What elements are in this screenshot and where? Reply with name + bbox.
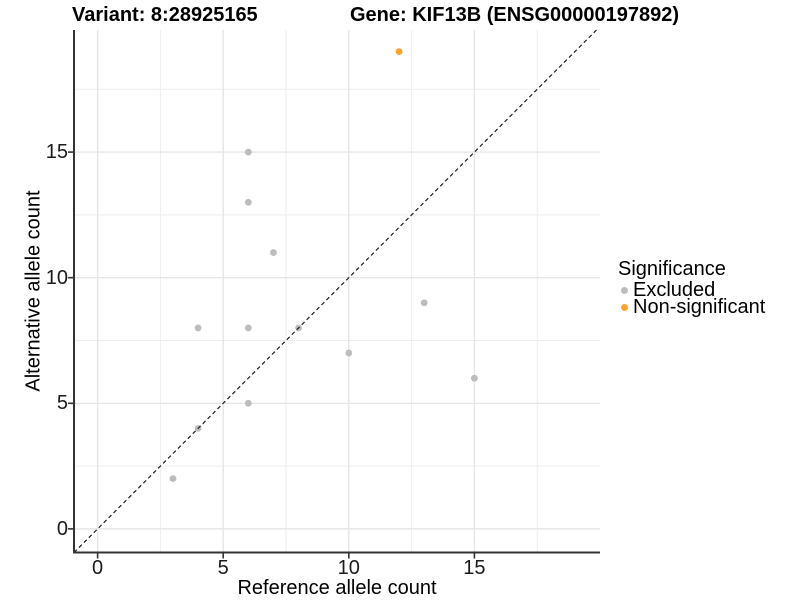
legend-entry: Excluded (618, 279, 765, 301)
plot-title-gene: Gene: KIF13B (ENSG00000197892) (350, 4, 680, 26)
data-point-excluded (169, 475, 177, 483)
data-point-excluded (420, 299, 428, 307)
y-tick-label: 15 (45, 141, 68, 164)
legend-dot-icon (621, 304, 628, 311)
y-tick-label: 0 (56, 517, 68, 540)
x-tick-label: 10 (337, 557, 360, 579)
data-point-excluded (244, 198, 252, 206)
legend: Significance Excluded Non-significant (618, 257, 766, 318)
data-point-excluded (194, 324, 202, 332)
y-axis-title: Alternative allele count (22, 190, 45, 392)
data-point-excluded (270, 249, 277, 256)
data-point-non-significant (395, 48, 403, 56)
x-axis-title: Reference allele count (237, 577, 437, 599)
data-point-excluded (471, 374, 478, 382)
legend-title: Significance (618, 258, 726, 280)
x-tick-label: 0 (92, 557, 104, 579)
data-point-excluded (244, 148, 252, 156)
x-tick-label: 5 (217, 557, 229, 579)
data-point-excluded (244, 399, 252, 407)
y-tick-label: 5 (56, 392, 68, 415)
legend-entries: Excluded Non-significant (618, 279, 766, 318)
data-point-excluded (244, 324, 252, 332)
plot-title-variant: Variant: 8:28925165 (72, 4, 258, 26)
identity-line (73, 29, 597, 553)
legend-entry: Non-significant (618, 296, 766, 318)
y-tick-label: 10 (45, 266, 68, 289)
legend-entry-label: Excluded (633, 279, 716, 301)
legend-dot-icon (621, 287, 628, 294)
legend-entry-label: Non-significant (633, 296, 766, 318)
x-tick-label: 15 (463, 557, 486, 579)
data-point-excluded (345, 349, 353, 357)
